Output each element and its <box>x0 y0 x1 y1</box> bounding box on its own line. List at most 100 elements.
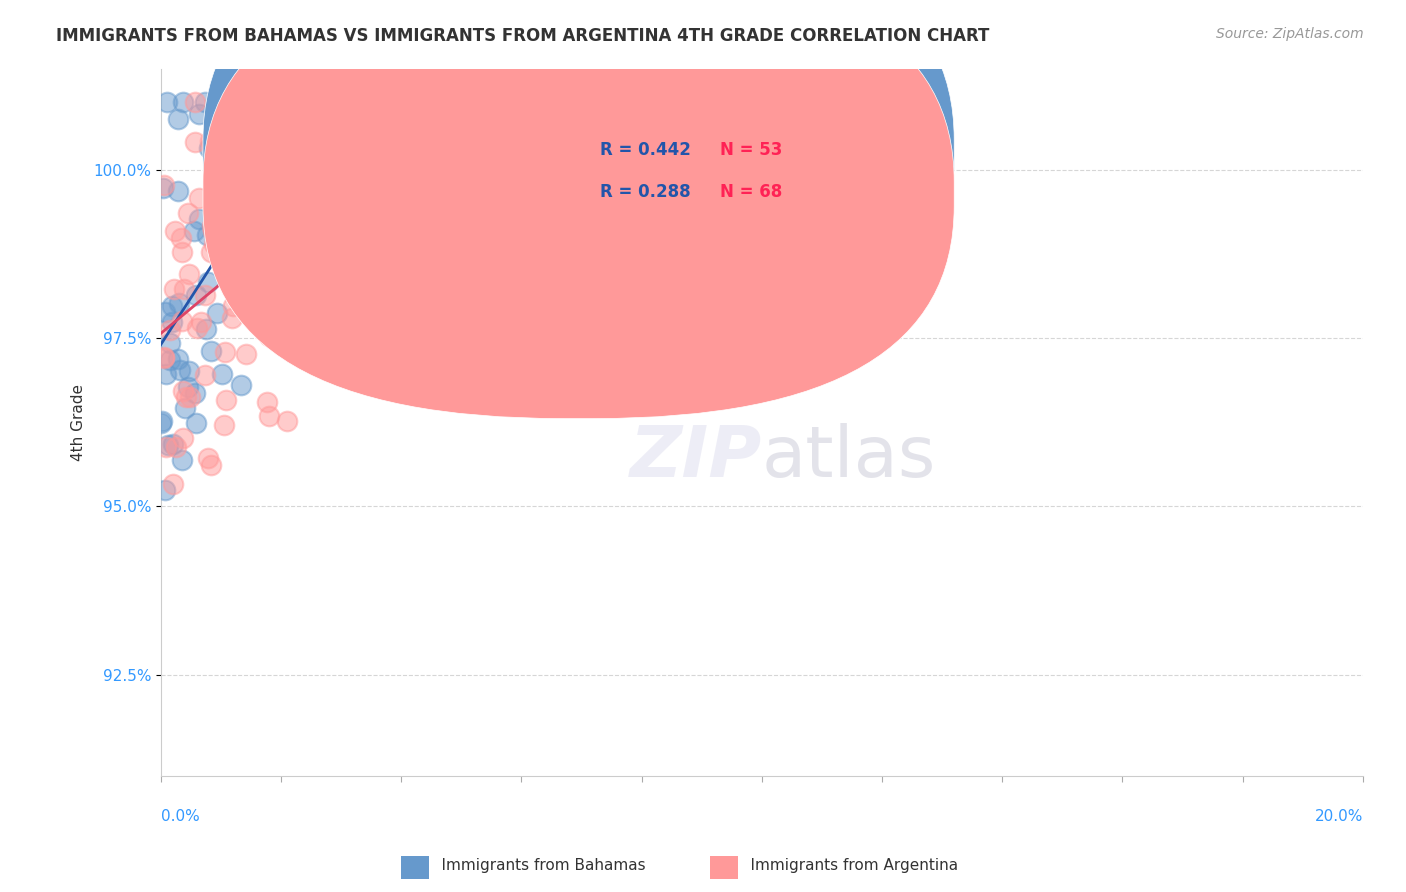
Text: 0.0%: 0.0% <box>160 809 200 824</box>
Immigrants from Argentina <box>165 440 187 454</box>
Immigrants from Argentina <box>200 458 222 472</box>
Immigrants from Bahamas <box>155 368 177 382</box>
Immigrants from Argentina <box>366 95 388 110</box>
Text: R = 0.442: R = 0.442 <box>599 141 690 159</box>
Immigrants from Argentina <box>184 135 207 149</box>
Immigrants from Argentina <box>155 440 177 454</box>
Immigrants from Bahamas <box>217 181 239 195</box>
Immigrants from Argentina <box>152 351 174 365</box>
Immigrants from Argentina <box>190 315 212 329</box>
Immigrants from Argentina <box>228 189 250 203</box>
Immigrants from Argentina <box>172 384 194 398</box>
Immigrants from Argentina <box>281 109 304 123</box>
Immigrants from Bahamas <box>264 130 287 145</box>
Immigrants from Argentina <box>179 390 201 404</box>
Immigrants from Bahamas <box>228 248 250 262</box>
Immigrants from Bahamas <box>184 386 207 401</box>
Immigrants from Argentina <box>235 347 257 361</box>
Immigrants from Argentina <box>259 409 281 423</box>
Immigrants from Bahamas <box>200 344 222 359</box>
Immigrants from Argentina <box>202 237 225 252</box>
Immigrants from Argentina <box>226 189 249 203</box>
Immigrants from Argentina <box>177 205 200 219</box>
Immigrants from Argentina <box>152 178 174 193</box>
Immigrants from Bahamas <box>209 211 232 226</box>
Immigrants from Bahamas <box>183 224 205 238</box>
Immigrants from Argentina <box>214 344 236 359</box>
Immigrants from Argentina <box>172 245 194 260</box>
Immigrants from Argentina <box>276 414 298 428</box>
Immigrants from Argentina <box>221 311 243 326</box>
Immigrants from Argentina <box>225 177 247 191</box>
Immigrants from Bahamas <box>150 416 173 430</box>
Immigrants from Argentina <box>260 318 283 332</box>
FancyBboxPatch shape <box>546 118 834 224</box>
Immigrants from Argentina <box>262 161 284 176</box>
Immigrants from Argentina <box>169 230 191 244</box>
Immigrants from Argentina <box>172 314 194 328</box>
Immigrants from Bahamas <box>172 95 194 110</box>
Immigrants from Bahamas <box>167 352 190 367</box>
Text: atlas: atlas <box>762 423 936 492</box>
Immigrants from Bahamas <box>211 368 233 382</box>
Immigrants from Bahamas <box>221 259 243 273</box>
Immigrants from Argentina <box>219 276 242 290</box>
Text: R = 0.288: R = 0.288 <box>599 183 690 202</box>
Immigrants from Argentina <box>259 304 281 318</box>
Immigrants from Argentina <box>222 299 245 313</box>
Immigrants from Bahamas <box>159 352 181 367</box>
Immigrants from Argentina <box>162 477 184 491</box>
Immigrants from Argentina <box>271 211 294 226</box>
Immigrants from Argentina <box>173 431 195 445</box>
Immigrants from Argentina <box>200 245 222 260</box>
Immigrants from Argentina <box>267 95 290 110</box>
Immigrants from Argentina <box>212 417 235 432</box>
Immigrants from Bahamas <box>231 377 253 392</box>
Immigrants from Bahamas <box>160 299 183 313</box>
Immigrants from Bahamas <box>169 296 191 310</box>
Immigrants from Bahamas <box>217 249 239 263</box>
Immigrants from Argentina <box>201 224 224 238</box>
Immigrants from Bahamas <box>232 95 254 110</box>
Immigrants from Bahamas <box>156 95 179 110</box>
Immigrants from Argentina <box>194 288 217 302</box>
Immigrants from Bahamas <box>218 147 240 161</box>
Immigrants from Argentina <box>208 159 231 173</box>
Immigrants from Bahamas <box>166 185 188 199</box>
Immigrants from Argentina <box>186 320 208 334</box>
Immigrants from Bahamas <box>173 401 195 415</box>
Immigrants from Bahamas <box>159 336 181 351</box>
Immigrants from Argentina <box>197 450 219 465</box>
Immigrants from Argentina <box>209 253 232 268</box>
Text: N = 68: N = 68 <box>720 183 782 202</box>
Immigrants from Argentina <box>187 191 209 205</box>
Immigrants from Argentina <box>257 329 280 343</box>
Immigrants from Argentina <box>240 268 263 283</box>
Immigrants from Argentina <box>194 368 217 382</box>
Immigrants from Bahamas <box>150 414 173 428</box>
Immigrants from Argentina <box>232 147 254 161</box>
Immigrants from Argentina <box>152 350 174 364</box>
Immigrants from Argentina <box>177 267 200 281</box>
Immigrants from Bahamas <box>194 95 217 110</box>
Text: IMMIGRANTS FROM BAHAMAS VS IMMIGRANTS FROM ARGENTINA 4TH GRADE CORRELATION CHART: IMMIGRANTS FROM BAHAMAS VS IMMIGRANTS FR… <box>56 27 990 45</box>
Immigrants from Argentina <box>245 138 267 153</box>
Immigrants from Argentina <box>309 151 332 165</box>
Text: Immigrants from Argentina: Immigrants from Argentina <box>731 858 959 872</box>
FancyBboxPatch shape <box>202 0 955 418</box>
Immigrants from Argentina <box>198 134 221 148</box>
Immigrants from Bahamas <box>155 483 177 497</box>
Immigrants from Bahamas <box>204 218 226 232</box>
Immigrants from Bahamas <box>170 453 193 467</box>
Immigrants from Bahamas <box>160 315 183 329</box>
Immigrants from Bahamas <box>297 148 319 162</box>
Text: ZIP: ZIP <box>630 423 762 492</box>
Y-axis label: 4th Grade: 4th Grade <box>72 384 86 460</box>
Immigrants from Argentina <box>201 219 224 233</box>
Immigrants from Bahamas <box>188 212 211 227</box>
Immigrants from Bahamas <box>232 252 254 266</box>
Immigrants from Argentina <box>250 196 273 211</box>
Text: Source: ZipAtlas.com: Source: ZipAtlas.com <box>1216 27 1364 41</box>
Immigrants from Bahamas <box>162 437 184 451</box>
Immigrants from Bahamas <box>235 149 257 163</box>
